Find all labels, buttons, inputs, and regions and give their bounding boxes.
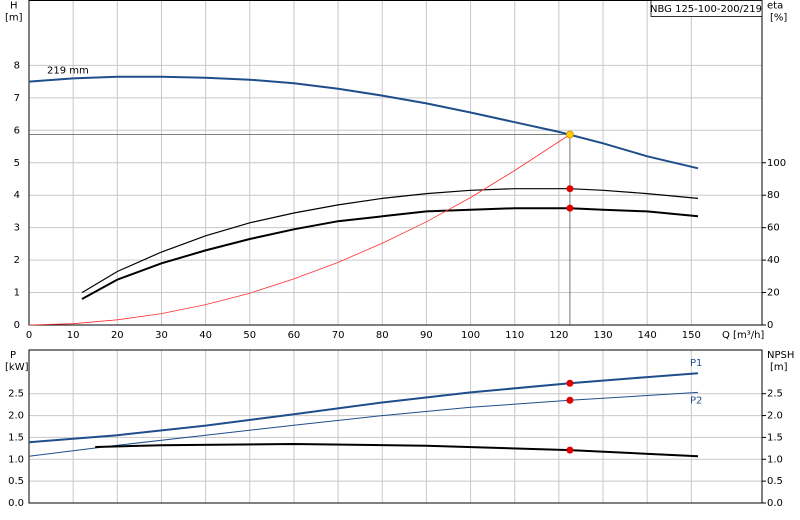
title-box xyxy=(650,0,763,17)
x-tick-label: 80 xyxy=(376,330,389,341)
y-axis-label: P xyxy=(10,350,16,361)
curve xyxy=(95,442,699,458)
y2-tick-label: 80 xyxy=(767,190,780,201)
plot-frame xyxy=(28,349,763,504)
x-tick-label: 90 xyxy=(420,330,433,341)
curve xyxy=(28,372,699,444)
y2-tick-label: 40 xyxy=(767,255,780,266)
y-tick-label: 6 xyxy=(14,125,20,136)
y2-tick-label: 60 xyxy=(767,223,780,234)
x-tick-label: 40 xyxy=(199,330,212,341)
curve xyxy=(81,188,699,294)
x-tick-label: 20 xyxy=(111,330,124,341)
y-axis-unit: [kW] xyxy=(5,362,29,373)
y2-axis-unit: [%] xyxy=(770,13,787,24)
x-tick-label: 150 xyxy=(682,330,701,341)
chart-title: NBG 125-100-200/219 xyxy=(650,4,762,15)
operating-point xyxy=(566,379,574,387)
y2-axis-label: NPSH xyxy=(767,350,794,361)
y-axis-unit: [m] xyxy=(5,13,23,24)
x-tick-label: 0 xyxy=(26,330,32,341)
y2-tick-label: 1.0 xyxy=(767,454,783,465)
operating-point xyxy=(566,204,574,212)
y-tick-label: 8 xyxy=(14,60,20,71)
curve xyxy=(28,391,699,457)
x-tick-label: 120 xyxy=(549,330,568,341)
y2-tick-label: 1.5 xyxy=(767,432,783,443)
x-tick-label: 130 xyxy=(593,330,612,341)
y-axis-label: H xyxy=(10,1,18,12)
y2-axis-label: eta xyxy=(767,1,783,12)
series-label: P2 xyxy=(690,395,702,406)
y2-tick-label: 2.5 xyxy=(767,389,783,400)
y-tick-label: 1.5 xyxy=(8,432,24,443)
y-tick-label: 2.0 xyxy=(8,411,24,422)
y-tick-label: 2.5 xyxy=(8,389,24,400)
x-tick-label: 50 xyxy=(243,330,256,341)
y2-tick-label: 100 xyxy=(767,158,786,169)
plot-frame xyxy=(28,0,763,326)
y2-tick-label: 0.0 xyxy=(767,498,783,509)
y-tick-label: 0 xyxy=(14,320,20,331)
operating-point xyxy=(566,446,574,454)
x-tick-label: 60 xyxy=(288,330,301,341)
operating-point xyxy=(566,130,574,139)
x-tick-label: 70 xyxy=(332,330,345,341)
y-tick-label: 2 xyxy=(14,255,20,266)
x-tick-label: 30 xyxy=(155,330,168,341)
operating-point xyxy=(566,185,574,193)
curve xyxy=(28,134,571,326)
y-tick-label: 0.0 xyxy=(8,498,24,509)
y2-tick-label: 0 xyxy=(767,320,773,331)
series-label: 219 mm xyxy=(47,66,89,77)
y-tick-label: 5 xyxy=(14,158,20,169)
series-label: P1 xyxy=(690,358,702,369)
y2-tick-label: 2.0 xyxy=(767,411,783,422)
x-tick-label: 100 xyxy=(461,330,480,341)
y-tick-label: 7 xyxy=(14,93,20,104)
y2-axis-unit: [m] xyxy=(770,362,788,373)
y-tick-label: 1 xyxy=(14,288,20,299)
x-tick-label: 10 xyxy=(67,330,80,341)
x-tick-label: 110 xyxy=(505,330,524,341)
y-tick-label: 1.0 xyxy=(8,454,24,465)
operating-point xyxy=(566,396,574,404)
y-tick-label: 3 xyxy=(14,223,20,234)
curve xyxy=(81,207,699,300)
y-tick-label: 4 xyxy=(14,190,20,201)
y2-tick-label: 20 xyxy=(767,288,780,299)
y-tick-label: 0.5 xyxy=(8,476,24,487)
y2-tick-label: 0.5 xyxy=(767,476,783,487)
curve xyxy=(28,75,699,170)
x-tick-label: 140 xyxy=(638,330,657,341)
x-axis-label: Q [m³/h] xyxy=(722,330,764,341)
